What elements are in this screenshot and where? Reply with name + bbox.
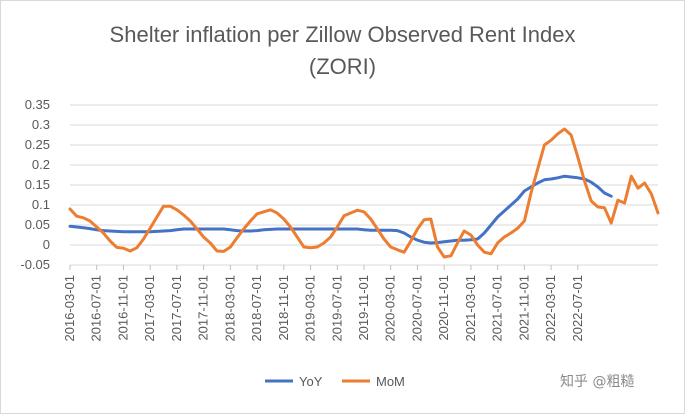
x-tick-label: 2019-11-01 <box>356 275 371 341</box>
y-tick-label: 0.15 <box>25 177 50 192</box>
series-line-yoy <box>68 174 613 245</box>
y-tick-label: 0.35 <box>25 97 50 112</box>
y-tick-label: 0.05 <box>25 217 50 232</box>
x-tick-label: 2021-11-01 <box>516 275 531 341</box>
chart-title: Shelter inflation per Zillow Observed Re… <box>109 22 576 47</box>
y-tick-label: 0.1 <box>32 197 50 212</box>
x-tick-label: 2017-11-01 <box>196 275 211 341</box>
y-tick-label: 0.2 <box>32 157 50 172</box>
x-tick-label: 2017-07-01 <box>169 275 184 342</box>
legend-label-mom: MoM <box>376 374 405 389</box>
series-line-mom <box>68 127 660 259</box>
x-tick-label: 2021-07-01 <box>490 275 505 342</box>
y-tick-label: 0.25 <box>25 137 50 152</box>
legend-label-yoy: YoY <box>299 374 323 389</box>
y-tick-label: 0 <box>43 237 50 252</box>
x-tick-label: 2020-03-01 <box>383 275 398 342</box>
x-tick-label: 2017-03-01 <box>142 275 157 342</box>
x-tick-label: 2016-03-01 <box>62 275 77 342</box>
y-axis-ticks: 0.35 0.3 0.25 0.2 0.15 0.1 0.05 0 -0.05 <box>20 97 50 272</box>
x-tick-label: 2018-11-01 <box>276 275 291 341</box>
x-tick-label: 2019-07-01 <box>329 275 344 342</box>
gridlines <box>70 104 658 266</box>
y-tick-label: -0.05 <box>20 257 50 272</box>
y-tick-label: 0.3 <box>32 117 50 132</box>
legend: YoY MoM <box>265 374 405 389</box>
series-lines <box>68 127 660 259</box>
x-tick-label: 2022-07-01 <box>570 275 585 342</box>
x-tick-label: 2020-07-01 <box>409 275 424 342</box>
x-tick-label: 2016-07-01 <box>89 275 104 342</box>
x-tick-label: 2021-03-01 <box>463 275 478 342</box>
chart-title-line2: (ZORI) <box>308 54 377 79</box>
x-axis-ticks: 2016-03-01 2016-07-01 2016-11-01 2017-03-01… <box>62 265 585 342</box>
x-tick-label: 2022-03-01 <box>543 275 558 342</box>
watermark: 知乎 @粗糙 <box>560 374 635 390</box>
x-tick-label: 2019-03-01 <box>303 275 318 342</box>
x-tick-label: 2020-11-01 <box>436 275 451 341</box>
x-tick-label: 2016-11-01 <box>115 275 130 341</box>
x-tick-label: 2018-07-01 <box>249 275 264 342</box>
x-tick-label: 2018-03-01 <box>222 275 237 342</box>
